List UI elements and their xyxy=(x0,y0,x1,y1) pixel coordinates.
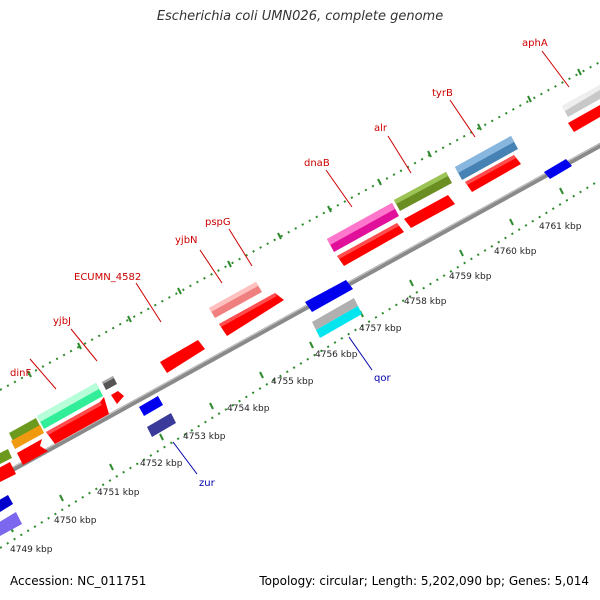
gene-arrow-rev-zur[interactable] xyxy=(139,396,163,416)
gene-arrow-fwd-2[interactable] xyxy=(17,439,48,465)
kbp-label-4760: 4760 kbp xyxy=(494,247,537,257)
kbp-label-4755: 4755 kbp xyxy=(271,377,314,387)
gene-arrow-rev-qor[interactable] xyxy=(305,280,353,312)
gene-box-pspG-top[interactable] xyxy=(209,282,262,318)
gene-label-dinF: dinF xyxy=(10,368,31,379)
upper-ruler xyxy=(0,61,600,391)
gene-box-tyrB-top[interactable] xyxy=(455,136,518,180)
upper-major-ticks xyxy=(27,68,582,378)
gene-box-yjbJ[interactable] xyxy=(102,376,117,390)
gene-arrow-fwd-5[interactable] xyxy=(160,340,205,373)
kbp-label-4752: 4752 kbp xyxy=(140,459,183,469)
gene-box-small-olive[interactable] xyxy=(9,418,40,441)
kbp-label-4757: 4757 kbp xyxy=(359,324,402,334)
gene-label-yjbJ: yjbJ xyxy=(53,316,71,327)
gene-arrow-rev-far-right[interactable] xyxy=(544,159,572,179)
gene-box-alr-top[interactable] xyxy=(394,172,452,211)
kbp-label-4749: 4749 kbp xyxy=(10,545,53,555)
lower-ruler xyxy=(0,179,600,549)
kbp-label-4751: 4751 kbp xyxy=(97,488,140,498)
gene-box-dnaB-top[interactable] xyxy=(327,203,399,252)
gene-arrow-fwd-10[interactable] xyxy=(568,105,600,132)
forward-leader-lines xyxy=(29,50,570,390)
reverse-leader-lines xyxy=(172,336,373,475)
kbp-label-4761: 4761 kbp xyxy=(539,222,582,232)
gene-label-tyrB: tyrB xyxy=(432,88,453,99)
lower-major-ticks xyxy=(9,187,564,533)
gene-label-alr: alr xyxy=(374,123,388,134)
kbp-label-4754: 4754 kbp xyxy=(227,404,270,414)
gene-label-dnaB: dnaB xyxy=(304,158,330,169)
gene-arrow-fwd-4[interactable] xyxy=(111,391,124,404)
gene-label-aphA: aphA xyxy=(522,38,548,49)
kbp-label-4758: 4758 kbp xyxy=(404,297,447,307)
reverse-gene-arrows xyxy=(0,159,572,536)
gene-arrow-fwd-7[interactable] xyxy=(337,223,404,266)
gene-box-left-olive[interactable] xyxy=(0,449,12,464)
gene-label-yjbN: yjbN xyxy=(175,235,198,246)
kbp-label-4756: 4756 kbp xyxy=(315,350,358,360)
gene-label-qor: qor xyxy=(374,373,391,384)
gene-arrow-fwd-6[interactable] xyxy=(219,293,284,336)
kbp-label-4753: 4753 kbp xyxy=(183,432,226,442)
map-title: Escherichia coli UMN026, complete genome xyxy=(156,9,444,24)
gene-box-small-orange[interactable] xyxy=(11,425,44,449)
genome-backbone xyxy=(0,142,600,480)
kbp-label-4750: 4750 kbp xyxy=(54,516,97,526)
gene-box-dinF[interactable] xyxy=(37,383,103,429)
gene-label-zur: zur xyxy=(199,478,216,489)
gene-arrow-fwd-1[interactable] xyxy=(0,462,16,482)
gene-arrow-fwd-8[interactable] xyxy=(404,195,455,228)
gene-label-pspG: pspG xyxy=(205,217,231,228)
genome-summary: Topology: circular; Length: 5,202,090 bp… xyxy=(259,574,589,588)
gene-box-aphA-top[interactable] xyxy=(562,85,600,117)
accession-label: Accession: NC_011751 xyxy=(10,574,147,588)
gene-arrow-fwd-9[interactable] xyxy=(465,155,521,192)
gene-label-ECUMN_4582: ECUMN_4582 xyxy=(74,272,141,283)
kbp-label-4759: 4759 kbp xyxy=(449,272,492,282)
